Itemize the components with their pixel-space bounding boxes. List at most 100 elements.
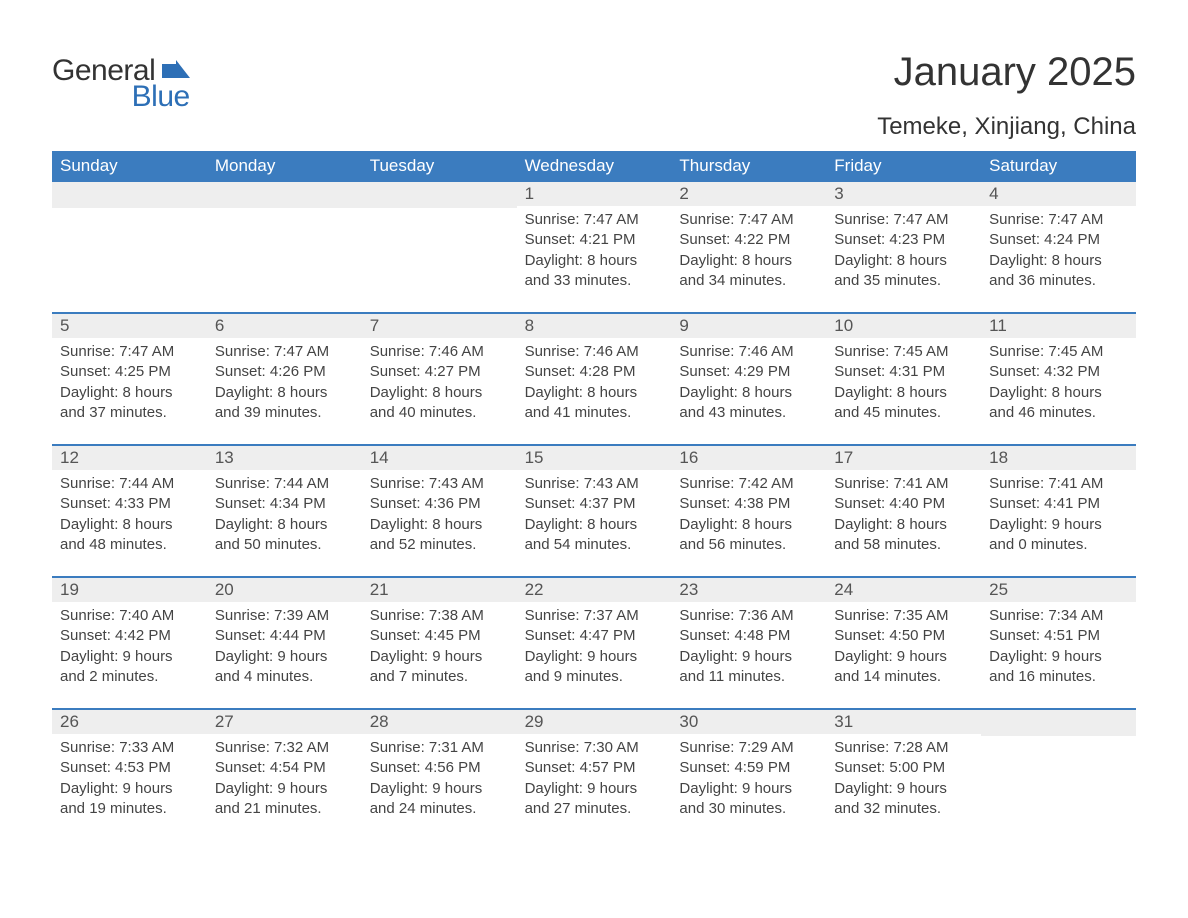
day-body: Sunrise: 7:33 AMSunset: 4:53 PMDaylight:… — [52, 734, 207, 827]
daylight-text: Daylight: 9 hours and 24 minutes. — [370, 779, 509, 820]
sunrise-text: Sunrise: 7:33 AM — [60, 738, 199, 758]
daylight-text: Daylight: 9 hours and 21 minutes. — [215, 779, 354, 820]
weekday-thu: Thursday — [671, 151, 826, 182]
sunset-text: Sunset: 4:37 PM — [525, 494, 664, 514]
day-number: 28 — [362, 710, 517, 734]
day-number: 30 — [671, 710, 826, 734]
day-number: 3 — [826, 182, 981, 206]
day-body: Sunrise: 7:45 AMSunset: 4:31 PMDaylight:… — [826, 338, 981, 431]
day-cell: 31Sunrise: 7:28 AMSunset: 5:00 PMDayligh… — [826, 710, 981, 840]
sunset-text: Sunset: 4:48 PM — [679, 626, 818, 646]
daylight-text: Daylight: 8 hours and 36 minutes. — [989, 251, 1128, 292]
sunrise-text: Sunrise: 7:42 AM — [679, 474, 818, 494]
day-body: Sunrise: 7:32 AMSunset: 4:54 PMDaylight:… — [207, 734, 362, 827]
sunrise-text: Sunrise: 7:46 AM — [370, 342, 509, 362]
day-body: Sunrise: 7:39 AMSunset: 4:44 PMDaylight:… — [207, 602, 362, 695]
daylight-text: Daylight: 8 hours and 33 minutes. — [525, 251, 664, 292]
day-number: 11 — [981, 314, 1136, 338]
empty-day-header — [981, 710, 1136, 736]
day-cell: 22Sunrise: 7:37 AMSunset: 4:47 PMDayligh… — [517, 578, 672, 708]
daylight-text: Daylight: 8 hours and 46 minutes. — [989, 383, 1128, 424]
daylight-text: Daylight: 8 hours and 41 minutes. — [525, 383, 664, 424]
sunrise-text: Sunrise: 7:30 AM — [525, 738, 664, 758]
day-number: 24 — [826, 578, 981, 602]
day-cell: 14Sunrise: 7:43 AMSunset: 4:36 PMDayligh… — [362, 446, 517, 576]
sunset-text: Sunset: 4:47 PM — [525, 626, 664, 646]
day-cell: 16Sunrise: 7:42 AMSunset: 4:38 PMDayligh… — [671, 446, 826, 576]
day-body: Sunrise: 7:34 AMSunset: 4:51 PMDaylight:… — [981, 602, 1136, 695]
day-number: 18 — [981, 446, 1136, 470]
sunrise-text: Sunrise: 7:37 AM — [525, 606, 664, 626]
day-cell: 28Sunrise: 7:31 AMSunset: 4:56 PMDayligh… — [362, 710, 517, 840]
sunset-text: Sunset: 4:26 PM — [215, 362, 354, 382]
day-body: Sunrise: 7:46 AMSunset: 4:29 PMDaylight:… — [671, 338, 826, 431]
daylight-text: Daylight: 8 hours and 56 minutes. — [679, 515, 818, 556]
sunrise-text: Sunrise: 7:47 AM — [215, 342, 354, 362]
sunset-text: Sunset: 4:41 PM — [989, 494, 1128, 514]
day-cell: 8Sunrise: 7:46 AMSunset: 4:28 PMDaylight… — [517, 314, 672, 444]
daylight-text: Daylight: 9 hours and 0 minutes. — [989, 515, 1128, 556]
weeks-container: 1Sunrise: 7:47 AMSunset: 4:21 PMDaylight… — [52, 182, 1136, 840]
sunset-text: Sunset: 4:57 PM — [525, 758, 664, 778]
day-body: Sunrise: 7:38 AMSunset: 4:45 PMDaylight:… — [362, 602, 517, 695]
daylight-text: Daylight: 8 hours and 39 minutes. — [215, 383, 354, 424]
sunrise-text: Sunrise: 7:34 AM — [989, 606, 1128, 626]
day-cell: 25Sunrise: 7:34 AMSunset: 4:51 PMDayligh… — [981, 578, 1136, 708]
sunset-text: Sunset: 4:31 PM — [834, 362, 973, 382]
day-number: 5 — [52, 314, 207, 338]
day-cell — [207, 182, 362, 312]
daylight-text: Daylight: 9 hours and 2 minutes. — [60, 647, 199, 688]
sunset-text: Sunset: 4:42 PM — [60, 626, 199, 646]
sunrise-text: Sunrise: 7:47 AM — [525, 210, 664, 230]
daylight-text: Daylight: 9 hours and 30 minutes. — [679, 779, 818, 820]
day-cell: 15Sunrise: 7:43 AMSunset: 4:37 PMDayligh… — [517, 446, 672, 576]
sunrise-text: Sunrise: 7:47 AM — [60, 342, 199, 362]
sunset-text: Sunset: 4:23 PM — [834, 230, 973, 250]
sunrise-text: Sunrise: 7:44 AM — [215, 474, 354, 494]
day-number: 7 — [362, 314, 517, 338]
day-number: 13 — [207, 446, 362, 470]
daylight-text: Daylight: 8 hours and 34 minutes. — [679, 251, 818, 292]
sunset-text: Sunset: 4:33 PM — [60, 494, 199, 514]
day-body: Sunrise: 7:28 AMSunset: 5:00 PMDaylight:… — [826, 734, 981, 827]
sunrise-text: Sunrise: 7:39 AM — [215, 606, 354, 626]
header: General Blue January 2025 Temeke, Xinjia… — [52, 50, 1136, 141]
sunset-text: Sunset: 4:56 PM — [370, 758, 509, 778]
day-body: Sunrise: 7:37 AMSunset: 4:47 PMDaylight:… — [517, 602, 672, 695]
day-body: Sunrise: 7:47 AMSunset: 4:22 PMDaylight:… — [671, 206, 826, 299]
day-cell: 13Sunrise: 7:44 AMSunset: 4:34 PMDayligh… — [207, 446, 362, 576]
day-body: Sunrise: 7:47 AMSunset: 4:24 PMDaylight:… — [981, 206, 1136, 299]
day-number: 26 — [52, 710, 207, 734]
day-body: Sunrise: 7:41 AMSunset: 4:41 PMDaylight:… — [981, 470, 1136, 563]
day-number: 23 — [671, 578, 826, 602]
day-body: Sunrise: 7:35 AMSunset: 4:50 PMDaylight:… — [826, 602, 981, 695]
week-row: 12Sunrise: 7:44 AMSunset: 4:33 PMDayligh… — [52, 444, 1136, 576]
sunrise-text: Sunrise: 7:38 AM — [370, 606, 509, 626]
daylight-text: Daylight: 9 hours and 11 minutes. — [679, 647, 818, 688]
empty-day-header — [362, 182, 517, 208]
sunset-text: Sunset: 4:21 PM — [525, 230, 664, 250]
day-number: 22 — [517, 578, 672, 602]
daylight-text: Daylight: 8 hours and 43 minutes. — [679, 383, 818, 424]
sunset-text: Sunset: 4:51 PM — [989, 626, 1128, 646]
daylight-text: Daylight: 9 hours and 4 minutes. — [215, 647, 354, 688]
daylight-text: Daylight: 8 hours and 35 minutes. — [834, 251, 973, 292]
day-number: 1 — [517, 182, 672, 206]
brand-logo: General Blue — [52, 50, 190, 114]
day-cell: 4Sunrise: 7:47 AMSunset: 4:24 PMDaylight… — [981, 182, 1136, 312]
logo-text: General Blue — [52, 54, 190, 114]
daylight-text: Daylight: 8 hours and 48 minutes. — [60, 515, 199, 556]
day-cell: 26Sunrise: 7:33 AMSunset: 4:53 PMDayligh… — [52, 710, 207, 840]
calendar-grid: Sunday Monday Tuesday Wednesday Thursday… — [52, 151, 1136, 840]
sunrise-text: Sunrise: 7:46 AM — [679, 342, 818, 362]
day-number: 9 — [671, 314, 826, 338]
sunrise-text: Sunrise: 7:35 AM — [834, 606, 973, 626]
day-number: 2 — [671, 182, 826, 206]
daylight-text: Daylight: 9 hours and 7 minutes. — [370, 647, 509, 688]
day-number: 19 — [52, 578, 207, 602]
day-cell: 7Sunrise: 7:46 AMSunset: 4:27 PMDaylight… — [362, 314, 517, 444]
sunset-text: Sunset: 4:54 PM — [215, 758, 354, 778]
daylight-text: Daylight: 8 hours and 40 minutes. — [370, 383, 509, 424]
week-row: 19Sunrise: 7:40 AMSunset: 4:42 PMDayligh… — [52, 576, 1136, 708]
weekday-tue: Tuesday — [362, 151, 517, 182]
